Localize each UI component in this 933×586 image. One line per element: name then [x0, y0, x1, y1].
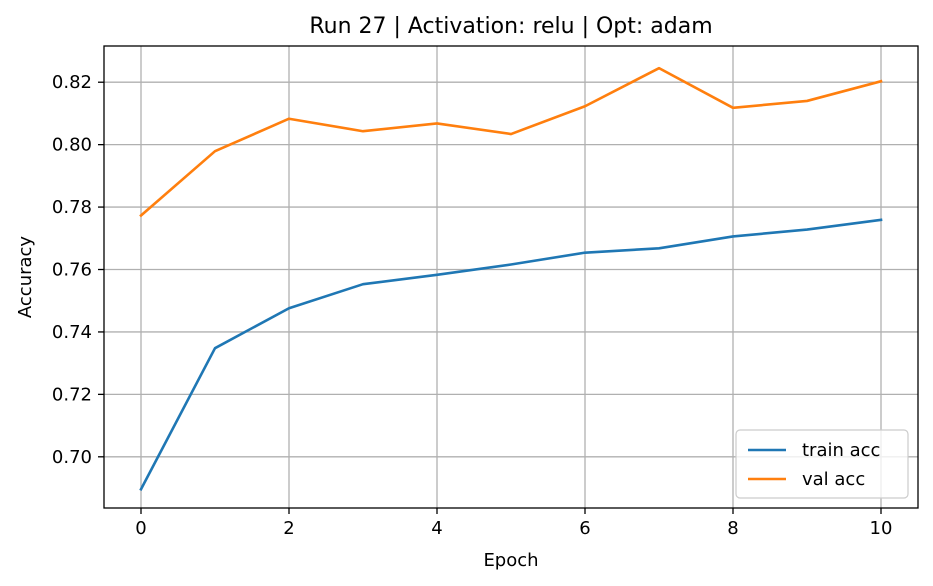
legend-box: [735, 429, 909, 499]
plot-frame: [103, 45, 919, 509]
y-tick-label: 0.74: [52, 322, 92, 343]
y-tick-label: 0.72: [52, 384, 92, 405]
legend: train acc val acc: [735, 429, 909, 499]
x-tick-label: 10: [870, 518, 893, 539]
y-tick-label: 0.76: [52, 260, 92, 281]
y-axis-label: Accuracy: [15, 236, 36, 319]
y-tick-label: 0.70: [52, 447, 92, 468]
x-tick-label: 4: [431, 518, 442, 539]
series-line-val-acc: [139, 66, 883, 218]
x-tick-label: 8: [727, 518, 738, 539]
y-tick-label: 0.80: [52, 135, 92, 156]
y-tick-label: 0.78: [52, 197, 92, 218]
x-tick-label: 6: [579, 518, 590, 539]
axis-ticks: 0 2 4 6 8 10 0.70 0.72 0.74 0.76 0.78 0.80 0.82: [52, 72, 893, 539]
series-line-train-acc: [139, 218, 883, 492]
x-tick-label: 2: [283, 518, 294, 539]
y-tick-label: 0.82: [52, 72, 92, 93]
x-tick-label: 0: [135, 518, 146, 539]
legend-entry-label: train acc: [802, 440, 880, 461]
chart-title: Run 27 | Activation: relu | Opt: adam: [309, 14, 712, 39]
legend-entry-label: val acc: [802, 469, 865, 490]
x-axis-label: Epoch: [483, 550, 538, 571]
series-layer: [139, 66, 883, 492]
